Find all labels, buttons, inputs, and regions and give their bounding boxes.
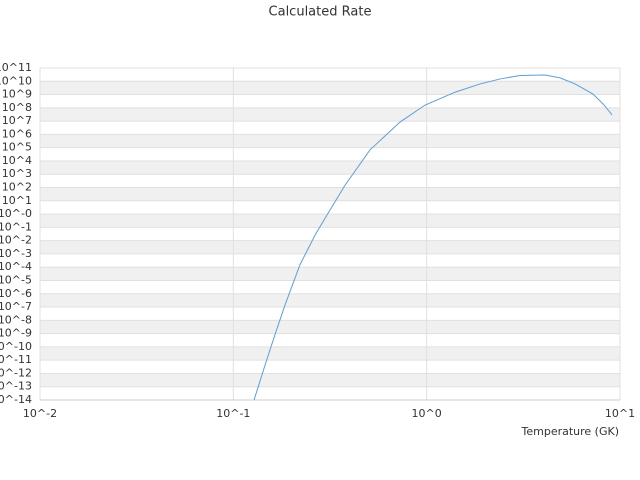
grid-band: [40, 280, 620, 294]
x-tick-label: 10^-2: [23, 407, 57, 420]
y-tick-label: 10^-5: [0, 273, 32, 286]
y-tick-label: 10^-4: [0, 260, 32, 273]
grid-band: [40, 360, 620, 374]
grid-band: [40, 81, 620, 95]
grid-band: [40, 174, 620, 188]
y-tick-label: 10^1: [2, 194, 32, 207]
grid-band: [40, 227, 620, 241]
y-tick-label: 10^8: [2, 101, 32, 114]
grid-band: [40, 68, 620, 82]
grid-band: [40, 267, 620, 281]
grid-band: [40, 107, 620, 122]
grid-band: [40, 320, 620, 334]
y-tick-label: 10^-12: [0, 366, 32, 379]
y-tick-label: 10^-1: [0, 220, 32, 233]
y-tick-label: 10^3: [2, 167, 32, 180]
grid-band: [40, 386, 620, 400]
grid-band: [40, 346, 620, 361]
grid-band: [40, 147, 620, 161]
grid-band: [40, 293, 620, 308]
grid-band: [40, 253, 620, 268]
grid-band: [40, 94, 620, 108]
y-tick-label: 10^-10: [0, 340, 32, 353]
y-tick-label: 10^6: [2, 127, 32, 140]
y-tick-label: 10^7: [2, 114, 32, 127]
y-tick-label: 10^10: [0, 74, 32, 87]
x-tick-label: 10^-1: [216, 407, 250, 420]
y-tick-label: 10^-9: [0, 327, 32, 340]
y-tick-label: 10^-13: [0, 380, 32, 393]
grid-band: [40, 214, 620, 228]
grid-band: [40, 121, 620, 135]
grid-band: [40, 134, 620, 148]
y-tick-label: 10^-7: [0, 300, 32, 313]
grid-band: [40, 333, 620, 347]
y-tick-label: 10^4: [2, 154, 32, 167]
y-tick-label: 10^5: [2, 141, 32, 154]
y-tick-label: 10^-11: [0, 353, 32, 366]
x-axis-label: Temperature (GK): [521, 425, 620, 438]
x-tick-label: 10^1: [605, 407, 635, 420]
grid-band: [40, 160, 620, 175]
y-tick-label: 10^-6: [0, 287, 32, 300]
y-tick-label: 10^9: [2, 88, 32, 101]
y-tick-label: 10^-8: [0, 313, 32, 326]
data-line: [253, 74, 613, 401]
y-tick-label: 10^-14: [0, 393, 32, 406]
y-tick-label: 10^11: [0, 61, 32, 74]
y-tick-label: 10^-0: [0, 207, 32, 220]
y-tick-label: 10^-3: [0, 247, 32, 260]
grid-band: [40, 307, 620, 321]
y-tick-label: 10^2: [2, 181, 32, 194]
grid-band: [40, 240, 620, 254]
grid-band: [40, 373, 620, 387]
grid-band: [40, 200, 620, 215]
x-tick-label: 10^0: [412, 407, 442, 420]
chart-title: Calculated Rate: [269, 5, 372, 20]
y-tick-label: 10^-2: [0, 234, 32, 247]
grid-band: [40, 187, 620, 201]
